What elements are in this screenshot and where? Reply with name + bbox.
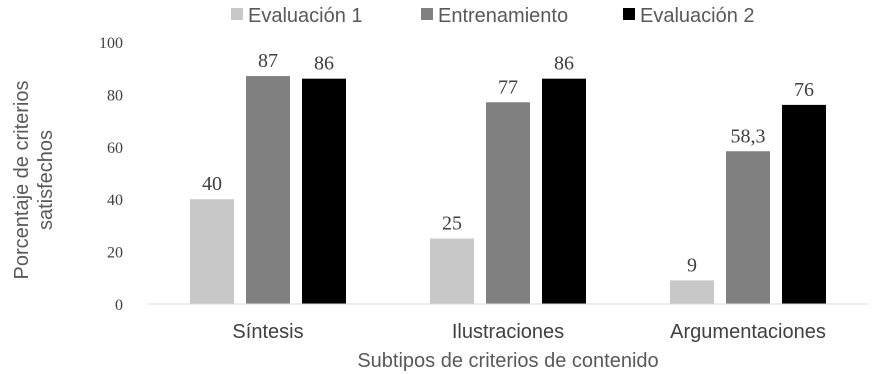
bar [302,78,346,305]
bar [542,78,586,305]
category-labels: Síntesis Ilustraciones Argumentaciones [232,321,825,343]
y-tick-label: 60 [107,140,123,157]
y-tick-label: 40 [107,192,123,209]
bar [246,76,290,304]
bar [782,104,826,304]
y-tick-label: 0 [115,297,123,314]
data-label: 77 [498,76,518,98]
data-label: 40 [202,173,222,195]
bar [670,280,714,304]
bars [190,76,826,305]
bar [190,199,234,304]
data-label: 9 [687,254,697,276]
data-labels: 40 87 86 25 77 86 9 58,3 76 [202,50,814,276]
category-label: Ilustraciones [452,321,564,343]
x-axis-title: Subtipos de criterios de contenido [357,350,658,372]
y-axis-title-line2: satisfechos [35,130,57,230]
bar [726,151,770,304]
legend-swatch [231,8,243,20]
data-label: 25 [442,213,462,235]
y-axis-ticks: 0 20 40 60 80 100 [99,35,123,314]
legend: Evaluación 1 Entrenamiento Evaluación 2 [231,5,755,27]
legend-label: Entrenamiento [438,5,568,27]
legend-label: Evaluación 1 [248,5,363,27]
legend-swatch [421,8,433,20]
legend-swatch [623,8,635,20]
y-tick-label: 100 [99,35,123,52]
data-label: 86 [314,53,334,75]
y-tick-label: 20 [107,245,123,262]
data-label: 58,3 [731,125,766,147]
bar [430,238,474,304]
y-axis-title-line1: Porcentaje de criterios [11,81,33,280]
data-label: 86 [554,53,574,75]
bar [486,102,530,304]
category-label: Síntesis [232,321,303,343]
category-label: Argumentaciones [670,321,826,343]
data-label: 76 [794,79,814,101]
y-tick-label: 80 [107,87,123,104]
data-label: 87 [258,50,278,72]
legend-label: Evaluación 2 [640,5,755,27]
